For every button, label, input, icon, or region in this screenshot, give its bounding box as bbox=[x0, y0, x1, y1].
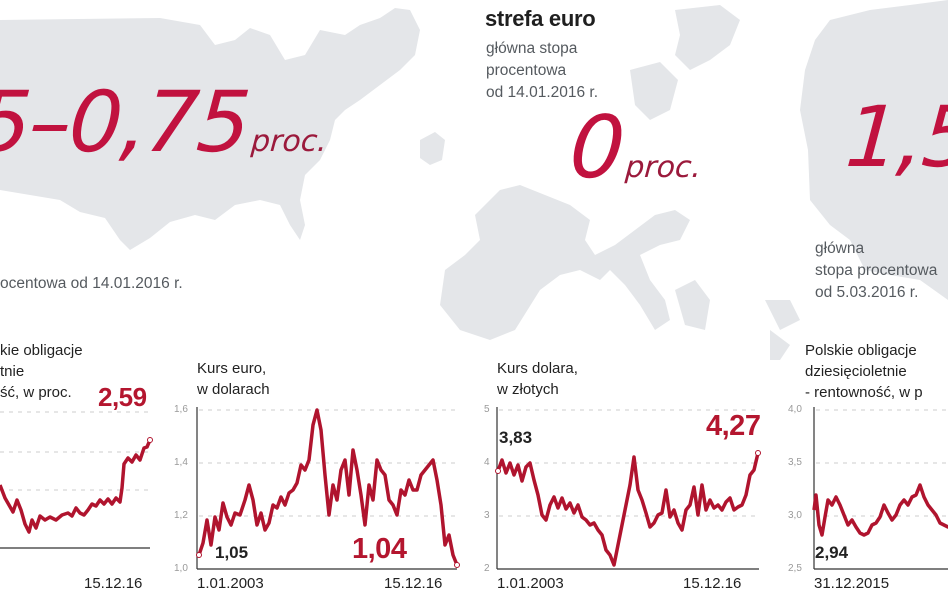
usdpln-start-value: 3,83 bbox=[499, 428, 533, 447]
chart-us-bonds-title: kie obligacje tnie ść, w proc. bbox=[0, 340, 83, 403]
poland-caption-line: od 5.03.2016 r. bbox=[815, 284, 919, 301]
usdpln-x-start-label: 1.01.2003 bbox=[497, 575, 564, 592]
usa-rate-unit: proc. bbox=[249, 124, 329, 159]
chart-title-line: w dolarach bbox=[197, 381, 270, 398]
us-bonds-end-value: 2,59 bbox=[98, 382, 147, 412]
chart-title-line: ść, w proc. bbox=[0, 384, 72, 401]
chart-eurusd-title: Kurs euro, w dolarach bbox=[197, 358, 270, 400]
poland-caption-line: główna bbox=[815, 240, 865, 257]
eurusd-end-value: 1,04 bbox=[352, 533, 407, 565]
y-tick: 3,5 bbox=[788, 457, 802, 468]
y-tick: 4,0 bbox=[788, 404, 802, 415]
y-tick: 2 bbox=[484, 563, 490, 574]
chart-title-line: tnie bbox=[0, 363, 25, 380]
chart-pl-bonds-plot bbox=[812, 407, 948, 570]
y-tick: 2,5 bbox=[788, 563, 802, 574]
eurozone-caption: główna stopa procentowa od 14.01.2016 r. bbox=[486, 38, 598, 104]
chart-title-line: - rentowność, w p bbox=[805, 384, 923, 401]
poland-rate-value: 1,5 bbox=[842, 88, 948, 186]
eurozone-rate-value: 0 bbox=[566, 98, 627, 198]
chart-title-line: dziesięcioletnie bbox=[805, 363, 907, 380]
y-tick: 3 bbox=[484, 510, 490, 521]
eurozone-title: strefa euro bbox=[485, 6, 596, 31]
usa-caption: ocentowa od 14.01.2016 r. bbox=[0, 275, 183, 292]
us-bonds-x-end-label: 15.12.16 bbox=[84, 575, 143, 592]
us-bonds-line bbox=[0, 439, 152, 534]
eurozone-rate-unit: proc. bbox=[624, 150, 703, 185]
usdpln-line bbox=[496, 452, 760, 567]
y-tick: 4 bbox=[484, 457, 490, 468]
y-tick: 1,0 bbox=[174, 563, 188, 574]
poland-rate: 1,5 bbox=[843, 88, 948, 186]
chart-usdpln-plot bbox=[495, 407, 761, 570]
chart-usdpln-title: Kurs dolara, w złotych bbox=[497, 358, 578, 400]
chart-us-bonds-plot bbox=[0, 411, 153, 549]
europe-map bbox=[440, 5, 800, 340]
pl-bonds-start-value: 2,94 bbox=[815, 543, 849, 562]
eurozone-rate: 0proc. bbox=[567, 98, 705, 198]
chart-pl-bonds-title: Polskie obligacje dziesięcioletnie - ren… bbox=[805, 340, 923, 403]
eurusd-line bbox=[197, 408, 459, 566]
eurozone-caption-line: procentowa bbox=[486, 62, 567, 79]
poland-caption: główna stopa procentowa od 5.03.2016 r. bbox=[815, 238, 937, 304]
y-tick: 1,2 bbox=[174, 510, 188, 521]
chart-title-line: w złotych bbox=[497, 381, 559, 398]
eurozone-caption-line: od 14.01.2016 r. bbox=[486, 84, 599, 101]
poland-caption-line: stopa procentowa bbox=[815, 262, 938, 279]
y-tick: 1,6 bbox=[174, 404, 188, 415]
pl-bonds-x-start-label: 31.12.2015 bbox=[814, 575, 890, 592]
chart-title-line: Kurs euro, bbox=[197, 360, 267, 377]
y-tick: 5 bbox=[484, 404, 490, 415]
usa-rate-value: 5–0,75 bbox=[0, 73, 252, 171]
usa-map bbox=[0, 8, 445, 250]
eurusd-x-end-label: 15.12.16 bbox=[384, 575, 443, 592]
eurozone-caption-line: główna stopa bbox=[486, 40, 578, 57]
chart-eurusd-plot bbox=[196, 407, 460, 570]
usa-rate: 5–0,75proc. bbox=[0, 73, 331, 171]
chart-title-line: kie obligacje bbox=[0, 342, 83, 359]
chart-title-line: Polskie obligacje bbox=[805, 342, 917, 359]
eurusd-x-start-label: 1.01.2003 bbox=[197, 575, 264, 592]
chart-title-line: Kurs dolara, bbox=[497, 360, 578, 377]
pl-bonds-line bbox=[812, 483, 948, 537]
y-tick: 1,4 bbox=[174, 457, 188, 468]
y-tick: 3,0 bbox=[788, 510, 802, 521]
usdpln-x-end-label: 15.12.16 bbox=[683, 575, 742, 592]
poland-map bbox=[770, 0, 948, 360]
usdpln-end-value: 4,27 bbox=[706, 410, 761, 442]
eurusd-start-value: 1,05 bbox=[215, 543, 249, 562]
